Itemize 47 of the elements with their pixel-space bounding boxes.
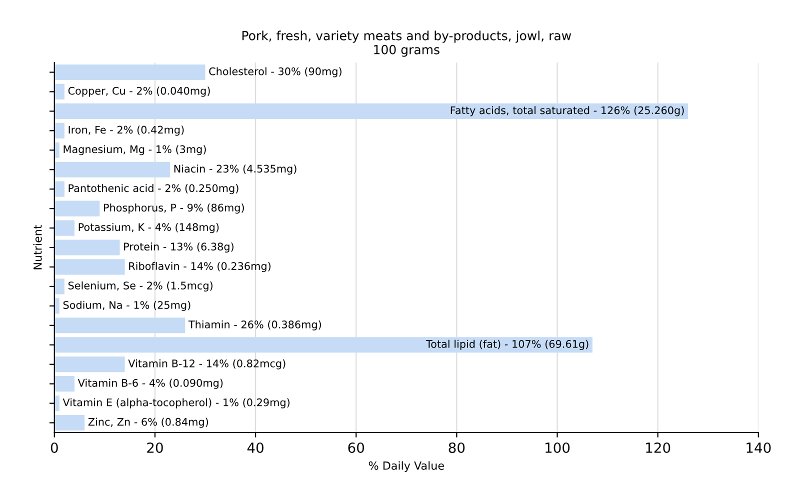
bar [54, 200, 100, 216]
y-tick-label: Niacin - 23% (4.535mg) [174, 164, 296, 175]
y-tick-label: Phosphorus, P - 9% (86mg) [104, 204, 244, 214]
bar [54, 337, 592, 353]
bar [54, 220, 75, 236]
y-tick-label: Selenium, Se - 2% (1.5mcg) [68, 281, 212, 292]
x-tick-label: 60 [348, 442, 364, 453]
y-tick-label: Pantothenic acid - 2% (0.250mg) [68, 184, 238, 194]
y-tick-label: Zinc, Zn - 6% (0.84mg) [88, 418, 208, 428]
y-tick-label: Copper, Cu - 2% (0.040mg) [68, 86, 210, 97]
chart-title: Pork, fresh, variety meats and by-products, jowl, raw [242, 30, 572, 43]
bar [54, 356, 125, 372]
x-tick-label: 80 [448, 442, 465, 453]
y-tick-label: Cholesterol - 30% (90mg) [209, 67, 342, 78]
y-tick-label: Thiamin - 26% (0.386mg) [188, 320, 321, 330]
y-tick-label: Protein - 13% (6.38g) [124, 242, 234, 253]
bar [54, 240, 120, 256]
y-axis-title: Nutrient [33, 224, 42, 270]
chart-subtitle: 100 grams [374, 44, 440, 57]
bar [54, 414, 85, 431]
y-tick-label: Total lipid (fat) - 107% (69.61g) [426, 340, 588, 350]
bar [54, 278, 64, 294]
x-tick-label: 100 [546, 442, 570, 453]
y-tick-label: Iron, Fe - 2% (0.42mg) [68, 126, 184, 136]
y-tick-label: Sodium, Na - 1% (25mg) [63, 300, 190, 311]
x-axis-title: % Daily Value [368, 461, 444, 472]
bar [54, 162, 170, 178]
bar [54, 181, 64, 197]
y-tick-label: Magnesium, Mg - 1% (3mg) [64, 145, 206, 156]
y-tick-label: Fatty acids, total saturated - 126% (25.260g) [450, 106, 684, 116]
x-tick-label: 40 [247, 442, 264, 453]
y-tick-label: Riboflavin - 14% (0.236mg) [129, 262, 270, 272]
y-tick-label: Vitamin B-6 - 4% (0.090mg) [78, 378, 223, 389]
x-tick-label: 140 [746, 442, 771, 453]
bar [54, 84, 64, 100]
x-tick-label: 0 [50, 442, 58, 453]
y-tick-label: Potassium, K - 4% (148mg) [78, 222, 219, 234]
bar [54, 122, 64, 138]
bar [54, 103, 688, 119]
y-tick-label: Vitamin B-12 - 14% (0.82mcg) [128, 359, 286, 370]
bar [54, 376, 75, 392]
x-tick-label: 120 [646, 442, 670, 453]
bar [54, 259, 125, 275]
bar [54, 318, 186, 334]
x-tick-label: 20 [147, 442, 163, 453]
y-tick-label: Vitamin E (alpha-tocopherol) - 1% (0.29mg) [62, 398, 290, 408]
bar [54, 64, 206, 80]
